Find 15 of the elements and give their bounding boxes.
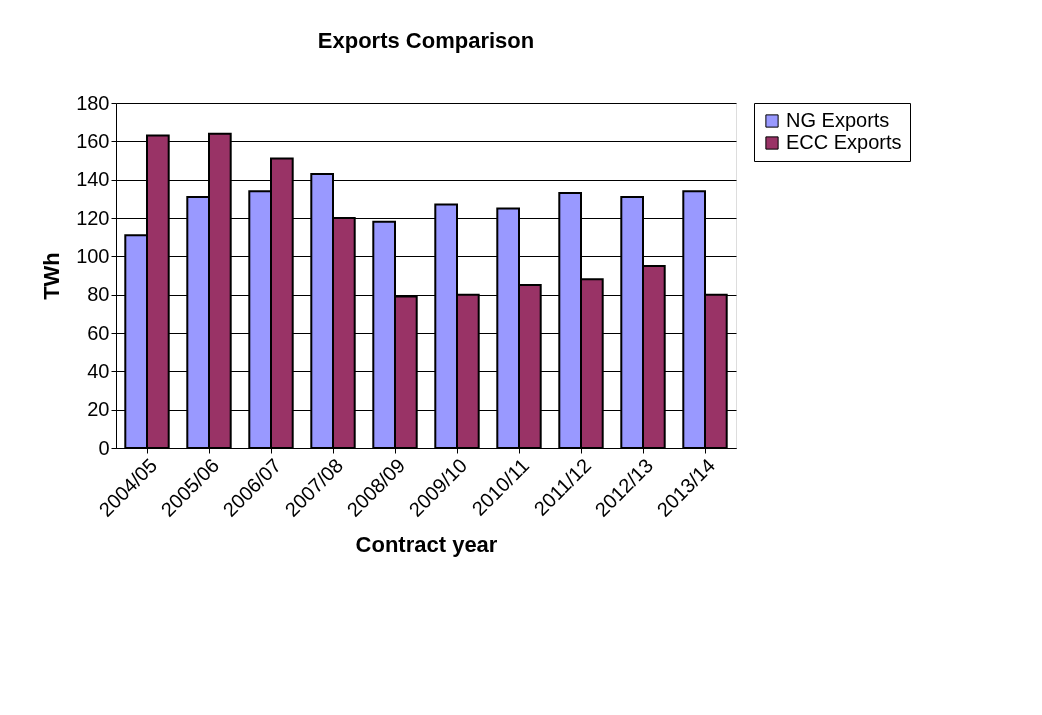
y-tick-label: 80 <box>87 283 110 306</box>
chart-title: Exports Comparison <box>317 28 535 53</box>
y-tick-label: 160 <box>76 129 110 152</box>
legend-label: NG Exports <box>786 109 890 131</box>
y-tick-label: 180 <box>76 91 110 114</box>
y-tick-label: 120 <box>76 206 110 229</box>
y-tick-label: 140 <box>76 168 110 191</box>
x-axis-title: Contract year <box>355 531 498 557</box>
y-tick-label: 0 <box>98 436 110 459</box>
y-tick-label: 100 <box>76 244 110 267</box>
y-tick-label: 20 <box>87 398 110 421</box>
legend-label: ECC Exports <box>786 131 902 153</box>
y-tick-label: 40 <box>87 359 110 382</box>
y-axis-title: TWh <box>39 252 65 300</box>
y-tick-label: 60 <box>87 321 110 344</box>
